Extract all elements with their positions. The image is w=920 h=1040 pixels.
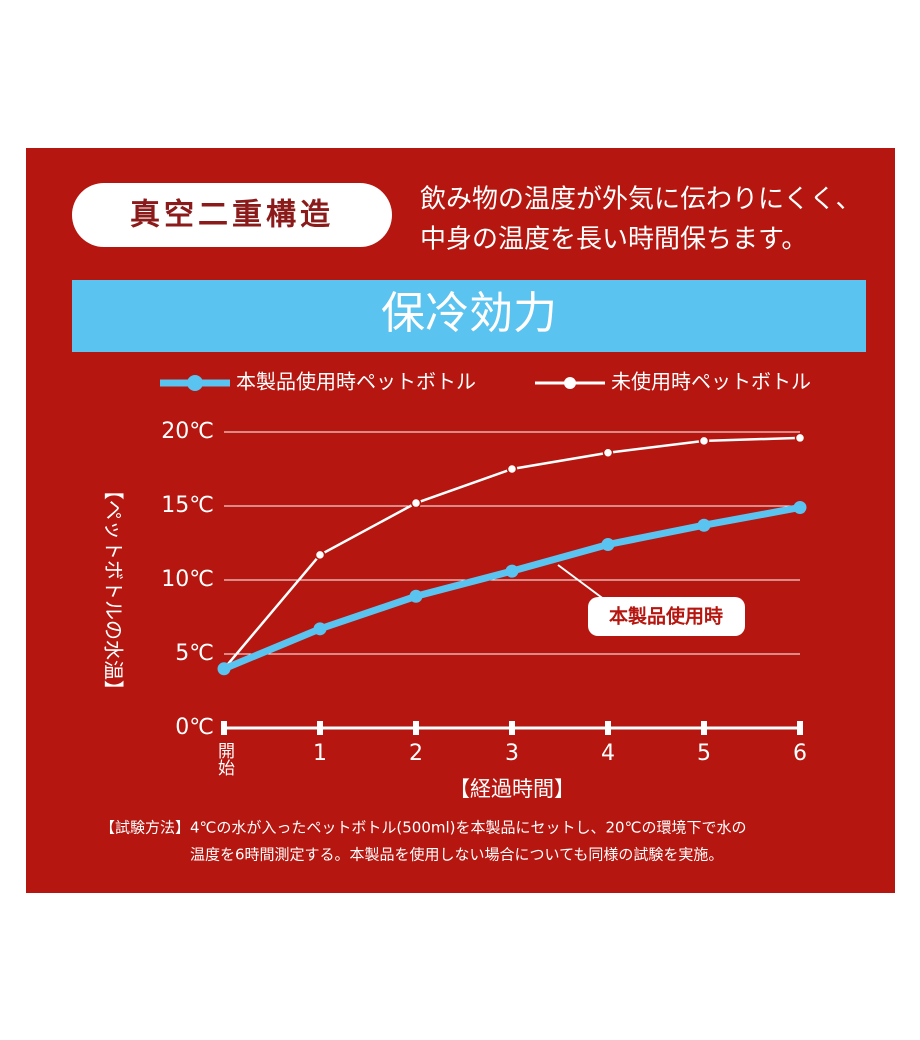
data-point (314, 549, 326, 561)
data-point (602, 447, 614, 458)
data-point (313, 622, 327, 636)
x-tick (413, 721, 419, 735)
x-tick (797, 721, 803, 735)
legend-swatch (564, 377, 576, 389)
y-axis-label: 【ペットボトルの水温】 (102, 480, 126, 700)
annotation-bg (588, 597, 745, 636)
x-tick-label: 5 (697, 741, 711, 766)
x-tick-label: 4 (601, 741, 615, 766)
data-point (697, 518, 711, 532)
data-point (217, 662, 231, 676)
data-point (506, 463, 518, 475)
description: 中身の温度を長い時間保ちます。 (420, 225, 807, 255)
badge: 真空二重構造 (130, 198, 334, 233)
chart-title: 保冷効力 (381, 288, 557, 339)
x-tick-label: 3 (505, 741, 519, 766)
y-tick-label: 10℃ (161, 567, 214, 592)
y-tick-label: 20℃ (161, 419, 214, 444)
title-banner (72, 280, 866, 352)
legend-label: 本製品使用時ペットボトル (236, 370, 476, 394)
x-tick (701, 721, 707, 735)
x-axis-label: 【経過時間】 (449, 777, 575, 801)
x-tick (605, 721, 611, 735)
x-tick (221, 721, 227, 735)
y-tick-label: 0℃ (175, 715, 214, 740)
data-point (409, 589, 423, 603)
footnote: 温度を6時間測定する。本製品を使用しない場合についても同様の試験を実施。 (190, 846, 723, 864)
x-tick-label: 1 (313, 741, 327, 766)
data-point (698, 435, 710, 447)
data-point (794, 432, 806, 444)
description: 飲み物の温度が外気に伝わりにくく、 (420, 185, 861, 215)
legend-swatch (187, 375, 203, 391)
data-point (793, 500, 807, 514)
x-tick (509, 721, 515, 735)
x-tick-label: 6 (793, 741, 807, 766)
badge-bg (72, 183, 392, 247)
panel (26, 148, 895, 893)
annotation-leader (557, 564, 606, 601)
x-tick-label: 2 (409, 741, 423, 766)
x-tick (317, 721, 323, 735)
x-tick-label: 開始 (214, 742, 235, 776)
data-point (410, 497, 422, 509)
legend-label: 未使用時ペットボトル (611, 370, 811, 394)
y-tick-label: 15℃ (161, 493, 214, 518)
data-point (601, 537, 615, 551)
data-point (505, 564, 519, 578)
y-tick-label: 5℃ (175, 641, 214, 666)
footnote: 【試験方法】4℃の水が入ったペットボトル(500ml)を本製品にセットし、20℃… (100, 819, 746, 837)
annotation: 本製品使用時 (609, 605, 723, 628)
